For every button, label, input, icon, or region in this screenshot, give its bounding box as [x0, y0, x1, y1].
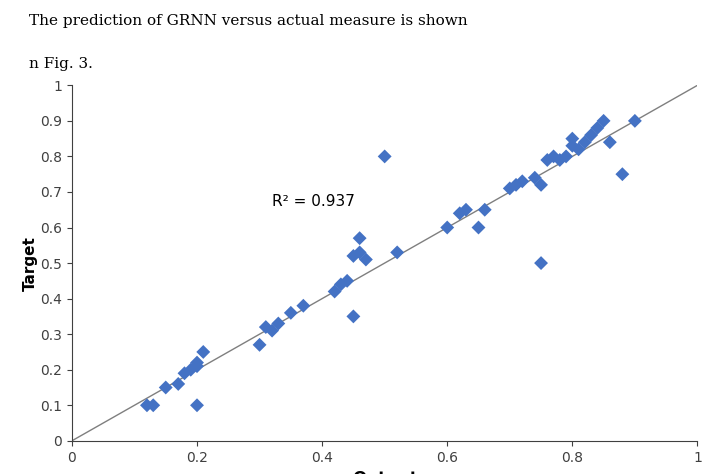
Point: [191, 401, 203, 409]
Point: [567, 135, 578, 142]
Point: [629, 117, 641, 125]
Point: [460, 206, 472, 213]
Point: [198, 348, 209, 356]
Point: [585, 131, 597, 139]
Point: [479, 206, 490, 213]
Point: [160, 384, 171, 392]
Point: [391, 248, 403, 256]
Point: [147, 401, 159, 409]
Point: [597, 117, 609, 125]
Point: [441, 224, 453, 231]
Point: [360, 256, 372, 264]
Point: [179, 370, 191, 377]
Point: [579, 138, 590, 146]
Point: [473, 224, 485, 231]
Point: [604, 138, 615, 146]
Point: [454, 210, 465, 217]
Point: [573, 146, 585, 153]
Point: [335, 281, 347, 288]
Point: [348, 313, 360, 320]
Point: [592, 124, 603, 132]
Point: [567, 142, 578, 150]
Point: [535, 181, 546, 189]
Point: [191, 362, 203, 370]
Text: n Fig. 3.: n Fig. 3.: [29, 57, 93, 71]
Point: [379, 153, 390, 160]
Point: [354, 248, 365, 256]
Y-axis label: Target: Target: [22, 236, 37, 291]
Point: [560, 153, 572, 160]
Point: [516, 178, 528, 185]
Point: [348, 252, 360, 260]
Point: [141, 401, 152, 409]
Point: [510, 181, 522, 189]
Point: [273, 319, 284, 327]
Text: The prediction of GRNN versus actual measure is shown: The prediction of GRNN versus actual mea…: [29, 14, 467, 28]
Point: [185, 366, 196, 374]
Text: R² = 0.937: R² = 0.937: [272, 194, 355, 209]
Point: [266, 327, 278, 335]
Point: [617, 171, 628, 178]
Point: [298, 302, 309, 310]
Point: [541, 156, 553, 164]
Point: [254, 341, 265, 349]
Point: [354, 235, 365, 242]
Point: [548, 153, 559, 160]
Point: [329, 288, 340, 295]
Point: [260, 323, 272, 331]
Point: [191, 359, 203, 366]
Point: [173, 380, 184, 388]
Point: [285, 309, 297, 317]
Point: [342, 277, 353, 284]
Point: [529, 174, 541, 182]
X-axis label: Output: Output: [352, 470, 418, 474]
Point: [535, 259, 546, 267]
Point: [504, 185, 516, 192]
Point: [554, 156, 566, 164]
